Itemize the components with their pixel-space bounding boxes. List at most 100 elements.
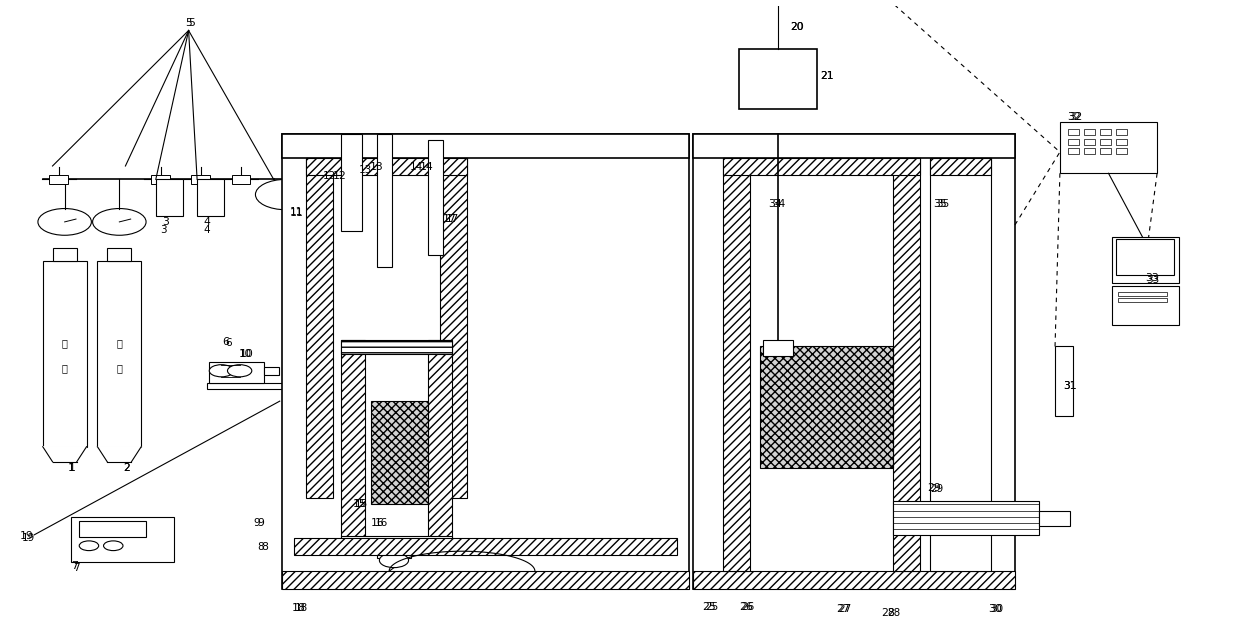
Text: 4: 4 <box>203 217 210 227</box>
Bar <box>108 248 131 262</box>
Text: 8: 8 <box>258 542 264 552</box>
Text: 14: 14 <box>410 162 423 172</box>
Bar <box>1069 139 1079 144</box>
Polygon shape <box>98 446 141 462</box>
Bar <box>1100 129 1111 135</box>
Bar <box>440 158 467 498</box>
Circle shape <box>255 179 316 210</box>
Bar <box>723 158 750 571</box>
Polygon shape <box>42 446 87 462</box>
Text: 烷: 烷 <box>62 363 68 373</box>
Text: 34: 34 <box>771 198 785 209</box>
Bar <box>1116 148 1127 154</box>
Bar <box>294 538 677 555</box>
Bar <box>207 383 291 389</box>
Bar <box>306 158 334 498</box>
Text: 7: 7 <box>73 563 79 574</box>
Text: 5: 5 <box>188 18 196 29</box>
Text: 19: 19 <box>20 531 33 541</box>
Text: 16: 16 <box>374 518 388 528</box>
Bar <box>893 158 920 571</box>
Text: 12: 12 <box>334 171 347 181</box>
Bar <box>151 175 170 184</box>
Bar <box>930 158 991 175</box>
Bar <box>283 571 689 590</box>
Bar <box>1100 139 1111 144</box>
Text: 14: 14 <box>419 162 433 172</box>
Text: 15: 15 <box>355 500 368 510</box>
Text: 1: 1 <box>68 463 76 473</box>
Bar <box>723 158 920 175</box>
Bar <box>1084 139 1095 144</box>
Text: 12: 12 <box>322 171 336 181</box>
Bar <box>693 134 1014 590</box>
Text: 35: 35 <box>934 198 947 209</box>
Text: 21: 21 <box>821 71 833 81</box>
Bar <box>377 547 410 558</box>
Bar <box>1116 139 1127 144</box>
Text: 32: 32 <box>1068 112 1081 122</box>
Bar <box>1116 239 1174 275</box>
Bar <box>1118 298 1167 302</box>
Text: 33: 33 <box>1145 273 1158 283</box>
Bar <box>1069 129 1079 135</box>
Text: 2: 2 <box>123 463 130 473</box>
Text: 16: 16 <box>371 518 384 528</box>
Circle shape <box>93 208 146 235</box>
Text: 7: 7 <box>71 561 78 572</box>
Bar <box>341 536 453 547</box>
Text: 19: 19 <box>22 533 36 543</box>
Bar <box>1112 237 1179 283</box>
Text: 11: 11 <box>289 208 304 218</box>
Bar <box>156 179 182 216</box>
Text: 10: 10 <box>239 348 253 359</box>
Text: 29: 29 <box>930 484 944 494</box>
Bar <box>79 521 146 537</box>
Bar <box>341 340 453 354</box>
Text: 18: 18 <box>291 603 305 613</box>
Bar <box>428 340 453 547</box>
Text: 10: 10 <box>238 348 252 359</box>
Circle shape <box>379 553 408 568</box>
Bar <box>341 134 362 231</box>
Bar <box>1118 292 1167 296</box>
Bar <box>1039 510 1070 526</box>
Bar <box>693 571 1014 590</box>
Bar <box>197 179 224 216</box>
Bar <box>1116 129 1127 135</box>
Text: 13: 13 <box>358 166 372 175</box>
Text: 25: 25 <box>706 601 718 611</box>
Bar <box>1055 347 1074 417</box>
Text: 34: 34 <box>769 198 782 209</box>
Bar <box>764 340 792 356</box>
Bar <box>210 361 264 383</box>
Bar <box>283 134 689 158</box>
Bar <box>42 262 87 446</box>
Bar <box>264 366 279 375</box>
Bar <box>760 347 893 468</box>
Text: 27: 27 <box>838 604 852 614</box>
Text: 6: 6 <box>224 339 232 348</box>
Text: 甲: 甲 <box>62 339 68 348</box>
Text: 2: 2 <box>123 463 130 473</box>
Text: 26: 26 <box>742 601 755 611</box>
Text: 18: 18 <box>294 603 308 613</box>
Text: 28: 28 <box>888 608 900 618</box>
Text: 25: 25 <box>703 601 717 611</box>
Text: 32: 32 <box>1070 112 1083 122</box>
Bar <box>50 175 68 184</box>
Text: 13: 13 <box>370 162 383 172</box>
Bar <box>232 175 250 184</box>
Text: 6: 6 <box>223 337 229 347</box>
Bar <box>1100 148 1111 154</box>
Bar <box>341 340 365 547</box>
Text: 20: 20 <box>790 22 804 32</box>
Text: 27: 27 <box>836 604 851 614</box>
Text: 30: 30 <box>991 604 1003 614</box>
Text: 3: 3 <box>162 217 169 227</box>
Circle shape <box>79 541 99 551</box>
Text: 8: 8 <box>262 542 268 552</box>
Bar <box>1069 148 1079 154</box>
Bar <box>1084 129 1095 135</box>
Text: 17: 17 <box>446 214 460 224</box>
